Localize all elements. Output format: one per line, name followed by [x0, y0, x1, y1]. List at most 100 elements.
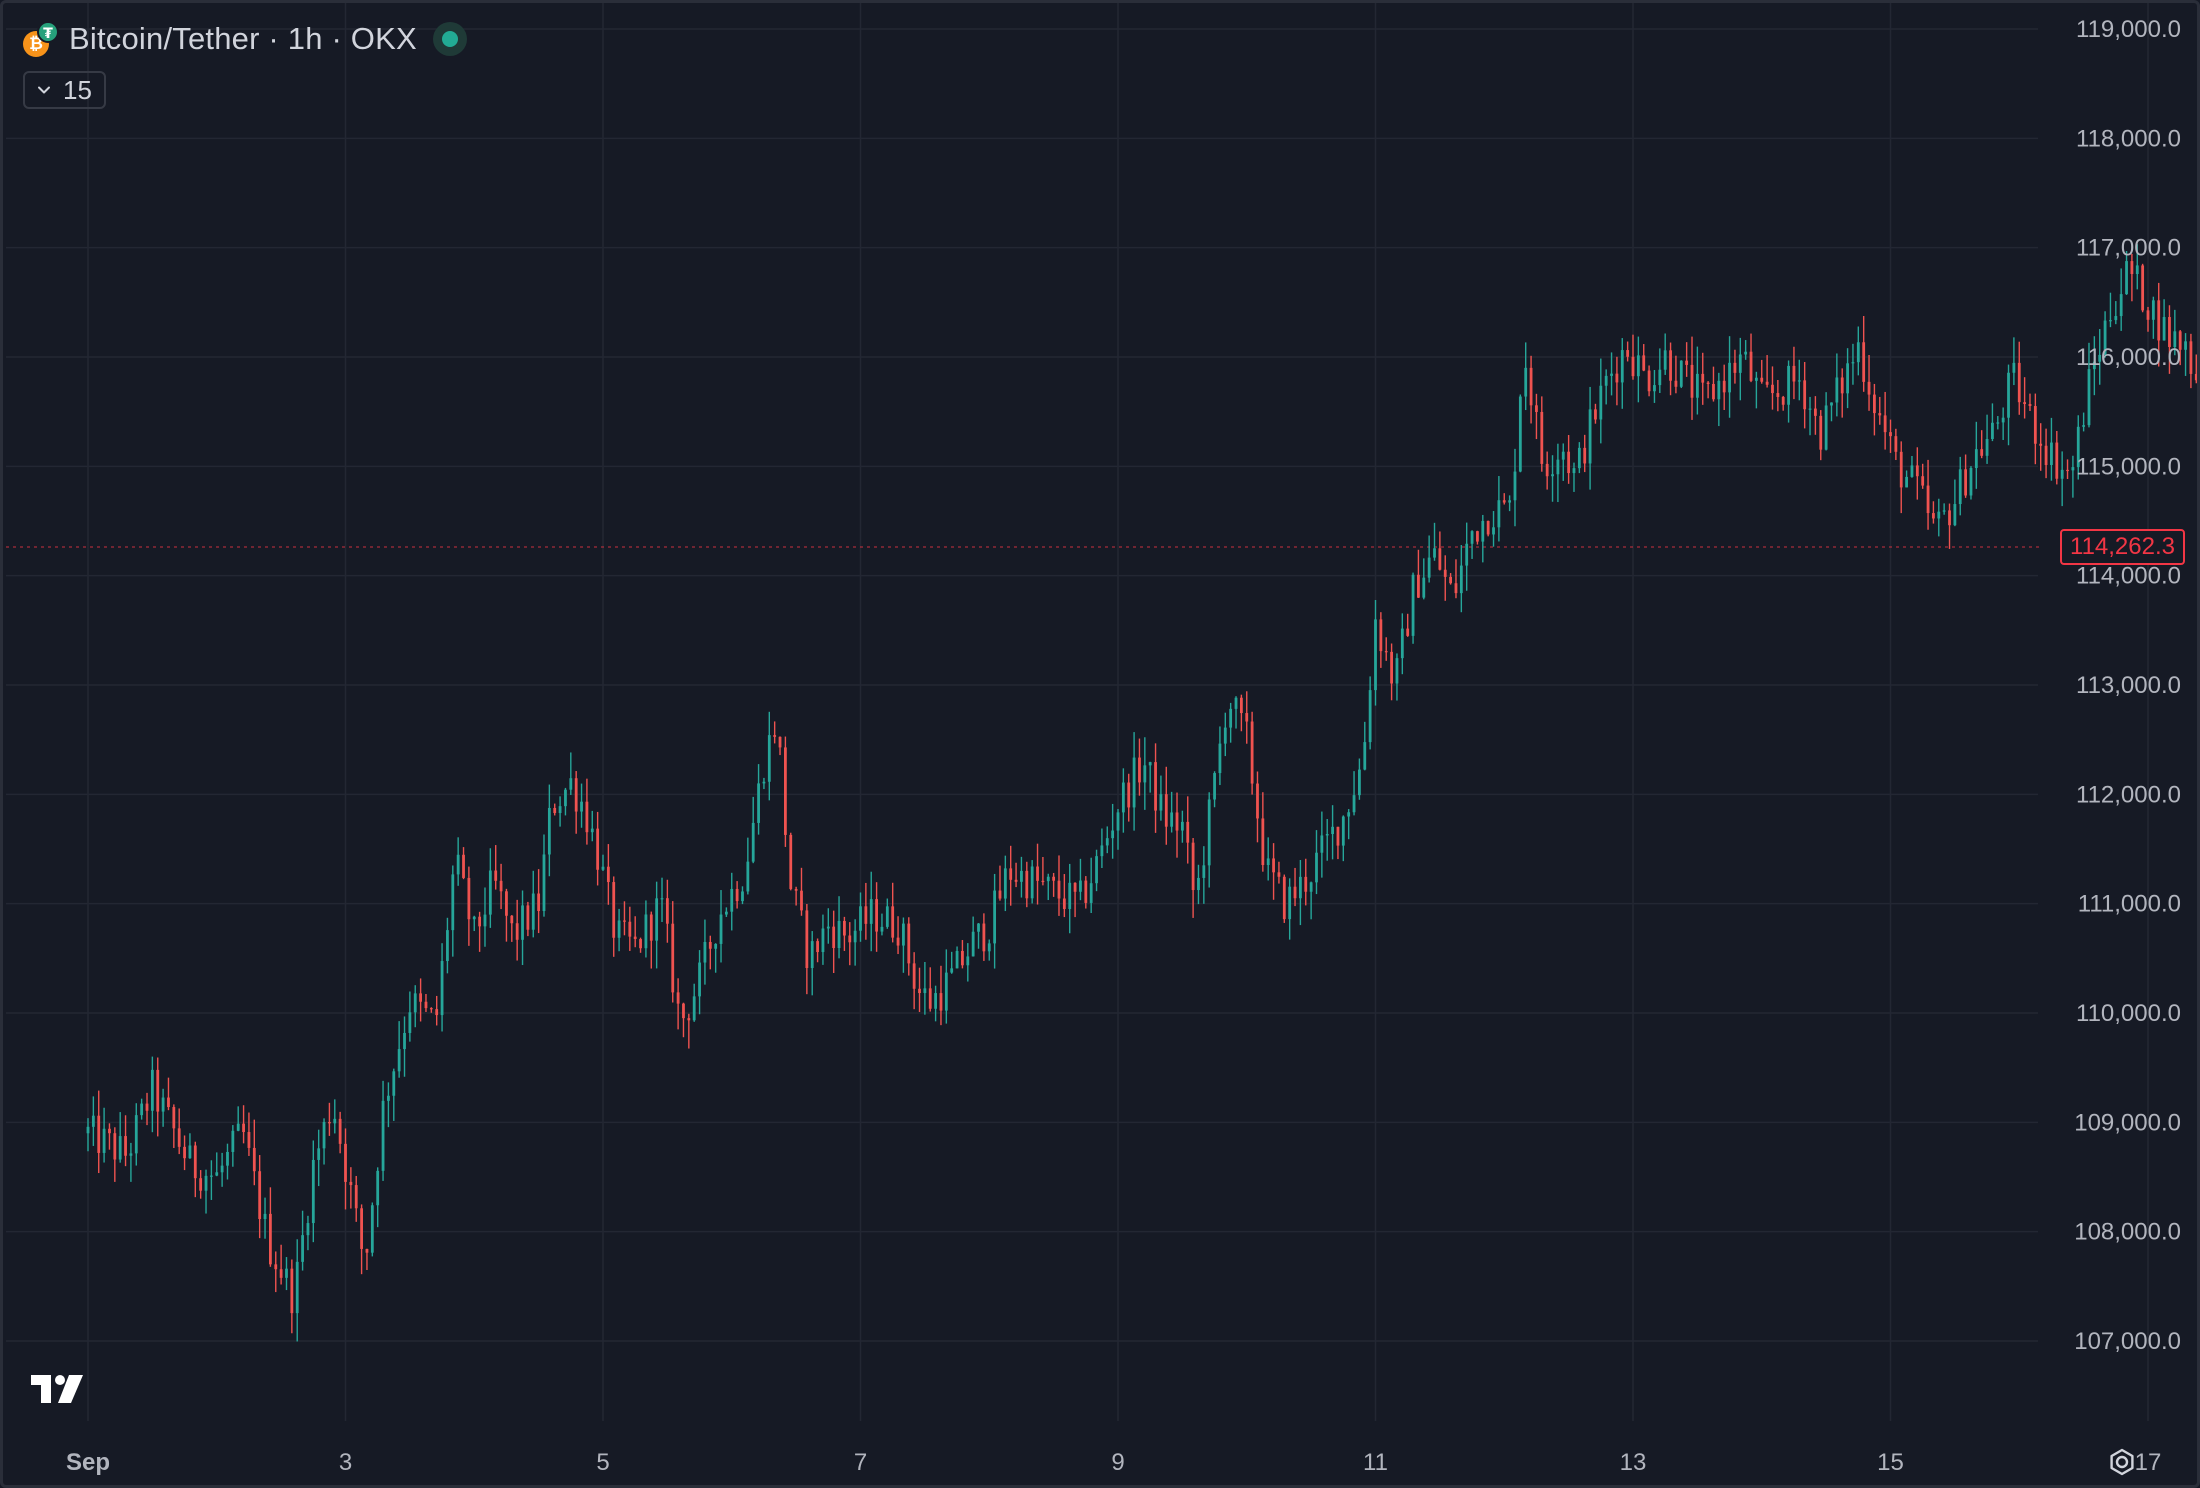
candle-body: [1781, 396, 1785, 405]
candle-body: [907, 923, 911, 964]
candle-body: [912, 963, 916, 989]
candle-body: [1792, 365, 1796, 382]
time-tick-label: 7: [854, 1449, 867, 1476]
candle-body: [590, 828, 594, 833]
candle-body: [649, 914, 653, 941]
candle-body: [435, 1009, 439, 1016]
candle-body: [1368, 690, 1372, 743]
candle-body: [1620, 350, 1624, 383]
candle-body: [1594, 409, 1597, 420]
candle-body: [687, 1018, 691, 1021]
candle-body: [1309, 882, 1313, 892]
candle-body: [1025, 870, 1029, 899]
tradingview-logo-icon[interactable]: [29, 1371, 91, 1405]
candle-body: [1985, 438, 1989, 456]
candle-body: [1486, 520, 1490, 535]
candle-body: [1476, 531, 1479, 542]
candle-body: [987, 943, 991, 952]
candle-body: [1953, 504, 1957, 526]
candle-body: [837, 920, 841, 949]
candle-body: [918, 988, 921, 994]
candle-body: [290, 1268, 294, 1314]
candle-body: [2178, 331, 2182, 350]
time-axis[interactable]: Sep357911131517192123252729Oct: [66, 1449, 2200, 1476]
candle-body: [1760, 377, 1764, 382]
price-tick-label: 108,000.0: [2074, 1219, 2181, 1246]
candle-body: [1159, 794, 1163, 811]
candle-body: [1100, 845, 1104, 857]
candle-body: [295, 1261, 299, 1314]
candle-body: [1754, 377, 1758, 381]
candle-body: [800, 890, 803, 911]
candle-body: [676, 992, 680, 1004]
candle-body: [864, 906, 868, 924]
candle-body: [274, 1264, 278, 1270]
gear-icon[interactable]: [2103, 1443, 2141, 1481]
candle-body: [767, 735, 771, 782]
candle-body: [172, 1107, 176, 1129]
candle-body: [1502, 500, 1506, 503]
candle-body: [1749, 351, 1753, 381]
candle-body: [1958, 469, 1962, 505]
candle-body: [1974, 449, 1978, 469]
candle-body: [199, 1178, 203, 1191]
candle-body: [944, 972, 948, 1011]
price-tick-label: 117,000.0: [2076, 235, 2181, 262]
price-tick-label: 109,000.0: [2074, 1109, 2181, 1136]
candle-body: [1052, 876, 1056, 881]
candle-body: [805, 910, 809, 968]
symbol-title[interactable]: Bitcoin/Tether · 1h · OKX: [69, 21, 417, 56]
candle-body: [1765, 381, 1769, 385]
candle-body: [1631, 356, 1635, 377]
market-status-indicator[interactable]: [432, 22, 467, 56]
candle-body: [456, 854, 460, 875]
candle-body: [177, 1128, 181, 1147]
candle-body: [628, 921, 632, 937]
candle-body: [998, 890, 1002, 899]
candle-body: [526, 905, 530, 930]
candle-body: [1948, 510, 1951, 526]
candle-body: [757, 783, 760, 823]
candle-body: [392, 1071, 396, 1096]
candlestick-chart[interactable]: 107,000.0 108,000.0 109,000.0 110,000.0 111,…: [3, 3, 2200, 1488]
candle-body: [2066, 469, 2069, 472]
candle-body: [220, 1165, 224, 1173]
time-tick-label: 13: [1620, 1449, 1647, 1476]
candle-body: [1653, 385, 1656, 392]
candle-body: [993, 890, 997, 944]
candle-body: [1535, 405, 1538, 412]
candle-body: [1540, 411, 1544, 464]
candle-body: [2050, 442, 2053, 465]
candle-body: [252, 1147, 256, 1172]
candle-body: [1384, 651, 1388, 653]
candle-body: [1202, 865, 1206, 878]
candle-body: [488, 870, 492, 915]
price-axis[interactable]: 107,000.0 108,000.0 109,000.0 110,000.0 111,…: [2074, 16, 2181, 1355]
candle-body: [1068, 882, 1072, 909]
candle-body: [349, 1181, 353, 1186]
time-tick-label: 9: [1111, 1449, 1124, 1476]
candle-body: [1492, 527, 1495, 535]
candle-body: [113, 1133, 117, 1160]
candle-body: [1572, 468, 1576, 474]
candles: [86, 244, 2197, 1342]
candle-body: [1036, 866, 1039, 881]
candle-body: [333, 1118, 337, 1124]
candle-body: [1245, 713, 1249, 722]
candle-body: [1207, 799, 1211, 866]
candle-body: [982, 923, 986, 952]
candle-body: [1223, 727, 1227, 744]
candle-body: [1411, 574, 1415, 636]
indicators-toggle-button[interactable]: 15: [23, 71, 106, 109]
candle-body: [1588, 409, 1592, 464]
candle-body: [2017, 362, 2021, 403]
time-tick-label: 3: [339, 1449, 352, 1476]
candle-body: [2168, 317, 2171, 347]
candle-body: [279, 1269, 283, 1278]
candle-body: [665, 898, 669, 924]
candle-body: [977, 923, 980, 932]
candle-body: [354, 1185, 358, 1209]
candle-body: [1277, 872, 1281, 877]
candle-body: [1813, 408, 1817, 416]
candle-body: [762, 781, 766, 784]
